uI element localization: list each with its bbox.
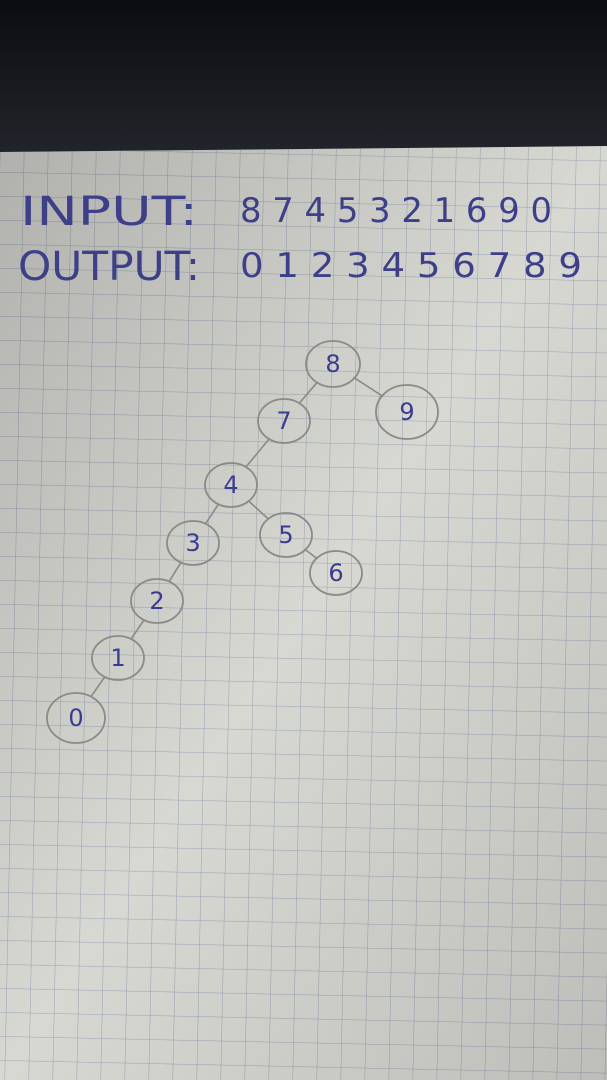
- tree-node-label: 1: [110, 644, 125, 672]
- tree-node-circle: [257, 398, 311, 444]
- tree-node-label: 3: [185, 529, 200, 557]
- tree-node-circle: [91, 635, 145, 681]
- tree-node-5: 5: [259, 512, 313, 558]
- tree-node-circle: [305, 340, 361, 388]
- tree-node-label: 2: [149, 587, 164, 615]
- output-label: OUTPUT:: [18, 244, 200, 290]
- tree-node-1: 1: [91, 635, 145, 681]
- tree-node-label: 9: [399, 398, 414, 426]
- tree-edge-3-2: [168, 562, 182, 582]
- tree-edge-4-3: [205, 504, 219, 524]
- tree-node-3: 3: [166, 520, 220, 566]
- tree-edge-4-5: [247, 500, 270, 520]
- tree-node-circle: [375, 384, 439, 440]
- tree-edge-7-4: [245, 438, 270, 468]
- tree-node-label: 4: [223, 471, 238, 499]
- tree-node-label: 8: [325, 350, 340, 378]
- input-label: INPUT:: [20, 189, 198, 235]
- tree-node-circle: [309, 550, 363, 596]
- tree-node-label: 0: [68, 704, 83, 732]
- tree-node-circle: [166, 520, 220, 566]
- tree-edge-5-6: [304, 548, 318, 560]
- desk-background: [0, 0, 607, 160]
- tree-node-2: 2: [130, 578, 184, 624]
- tree-node-0: 0: [46, 692, 106, 744]
- tree-node-circle: [130, 578, 184, 624]
- grid-paper: [0, 146, 607, 1080]
- tree-node-circle: [204, 462, 258, 508]
- tree-node-circle: [259, 512, 313, 558]
- tree-node-4: 4: [204, 462, 258, 508]
- tree-node-circle: [46, 692, 106, 744]
- input-value: 8 7 4 5 3 2 1 6 9 0: [240, 191, 552, 231]
- tree-nodes: 8 7 9 4 3 5 6 2 1 0: [46, 340, 439, 744]
- tree-node-6: 6: [309, 550, 363, 596]
- tree-node-label: 7: [276, 407, 291, 435]
- tree-node-8: 8: [305, 340, 361, 388]
- tree-node-label: 5: [278, 521, 293, 549]
- output-value: 0 1 2 3 4 5 6 7 8 9: [240, 246, 582, 286]
- tree-node-7: 7: [257, 398, 311, 444]
- tree-edge-2-1: [130, 620, 145, 639]
- tree-edge-8-7: [298, 382, 318, 404]
- tree-node-label: 6: [328, 559, 343, 587]
- handwritten-notes: INPUT: 8 7 4 5 3 2 1 6 9 0 OUTPUT: 0 1 2…: [18, 189, 582, 290]
- tree-edge-8-9: [353, 376, 384, 398]
- tree-edge-1-0: [90, 676, 106, 697]
- tree-edges: [90, 376, 384, 697]
- tree-node-9: 9: [375, 384, 439, 440]
